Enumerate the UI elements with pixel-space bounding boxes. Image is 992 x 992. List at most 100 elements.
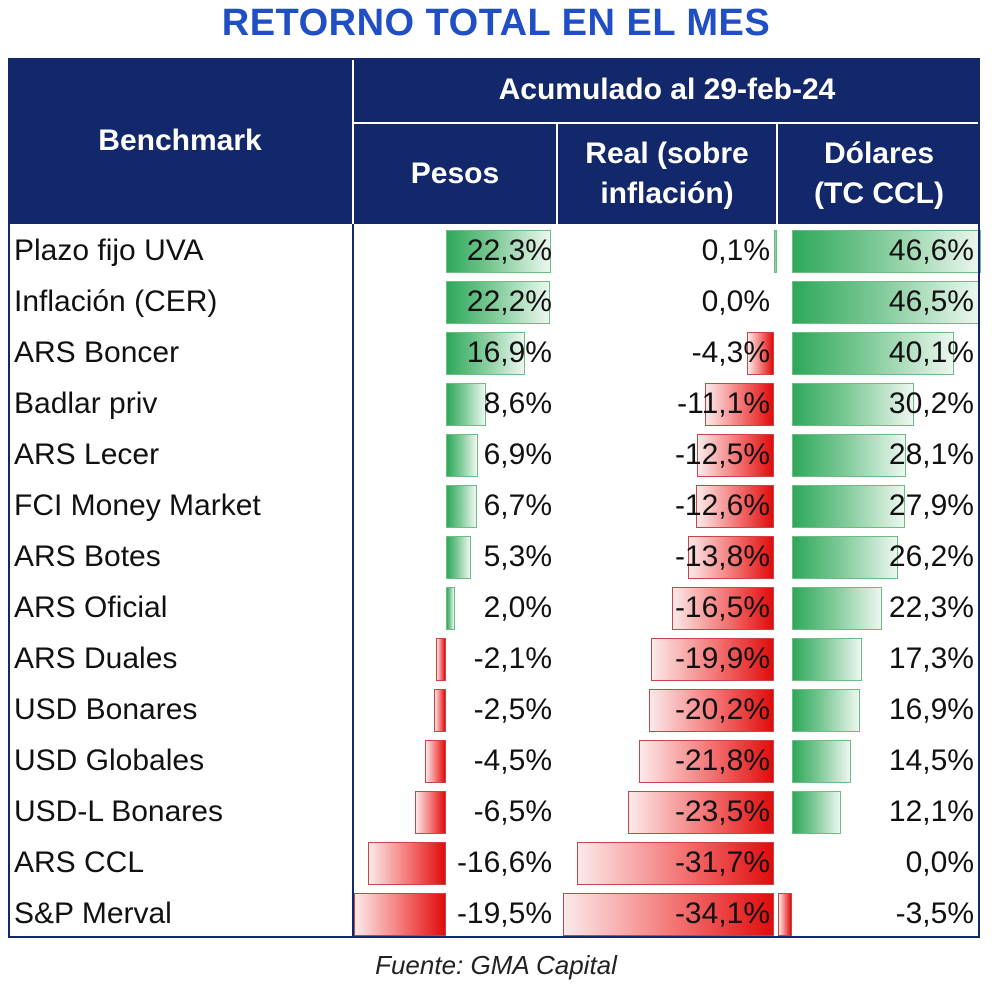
pesos-value: 6,7%	[483, 489, 552, 522]
pesos-bar	[415, 791, 446, 834]
dolares-bar	[792, 587, 883, 630]
header-dolares-label: Dólares (TC CCL)	[814, 137, 944, 210]
dolares-bar	[792, 281, 981, 324]
pesos-value: -19,5%	[456, 897, 552, 930]
dolares-bar	[792, 485, 905, 528]
dolares-bar	[792, 689, 861, 732]
real-bar	[577, 842, 774, 885]
pesos-value: -2,1%	[473, 642, 552, 675]
real-bar	[638, 740, 774, 783]
dolares-bar	[792, 791, 841, 834]
dolares-value: 22,3%	[888, 591, 974, 624]
real-bar	[671, 587, 774, 630]
row-label: ARS Oficial	[14, 591, 168, 624]
real-bar	[696, 434, 774, 477]
real-value: -11,1%	[677, 387, 770, 420]
real-value: -23,5%	[674, 795, 770, 828]
header-divider	[354, 122, 980, 124]
pesos-bar	[436, 638, 446, 681]
real-bar	[774, 230, 777, 273]
row-label: Plazo fijo UVA	[14, 234, 204, 267]
pesos-value: 6,9%	[483, 438, 552, 471]
dolares-value: 46,6%	[888, 234, 974, 267]
pesos-bar	[446, 587, 456, 630]
real-value: -12,5%	[674, 438, 770, 471]
pesos-bar	[446, 434, 479, 477]
pesos-bar	[434, 689, 446, 732]
header-divider	[776, 124, 778, 224]
pesos-bar	[446, 230, 551, 273]
real-bar	[562, 893, 774, 936]
header-pesos-label: Pesos	[410, 157, 500, 190]
pesos-bar	[354, 893, 446, 936]
row-label: ARS CCL	[14, 846, 145, 879]
real-bar	[648, 689, 774, 732]
header-real: Real (sobre inflación)	[558, 124, 776, 224]
real-value: -16,5%	[674, 591, 770, 624]
real-value: -34,1%	[674, 897, 770, 930]
row-label: USD Globales	[14, 744, 205, 777]
dolares-value: 46,5%	[888, 285, 974, 318]
pesos-value: 16,9%	[466, 336, 552, 369]
pesos-bar	[367, 842, 446, 885]
row-label: ARS Lecer	[14, 438, 160, 471]
dolares-value: 17,3%	[888, 642, 974, 675]
column-divider	[352, 224, 354, 938]
dolares-bar	[792, 332, 955, 375]
real-bar	[628, 791, 774, 834]
header-real-label: Real (sobre inflación)	[585, 137, 749, 210]
real-value: -4,3%	[691, 336, 770, 369]
dolares-bar	[777, 893, 792, 936]
header-group-label: Acumulado al 29-feb-24	[498, 73, 836, 106]
dolares-value: -3,5%	[895, 897, 974, 930]
dolares-value: 27,9%	[888, 489, 974, 522]
dolares-value: 28,1%	[888, 438, 974, 471]
pesos-value: -2,5%	[473, 693, 552, 726]
pesos-bar	[446, 383, 487, 426]
dolares-value: 0,0%	[905, 846, 974, 879]
real-bar	[688, 536, 774, 579]
pesos-value: 8,6%	[483, 387, 552, 420]
returns-table: Benchmark Acumulado al 29-feb-24 Pesos R…	[8, 58, 981, 938]
header-divider	[352, 58, 354, 224]
pesos-bar	[446, 536, 471, 579]
real-bar	[747, 332, 774, 375]
dolares-value: 14,5%	[888, 744, 974, 777]
real-bar	[650, 638, 774, 681]
real-value: 0,0%	[701, 285, 770, 318]
pesos-bar	[446, 485, 478, 528]
pesos-value: -16,6%	[456, 846, 552, 879]
row-label: FCI Money Market	[14, 489, 261, 522]
pesos-bar	[446, 332, 526, 375]
pesos-value: 22,3%	[466, 234, 552, 267]
header-benchmark-label: Benchmark	[98, 124, 262, 157]
dolares-value: 40,1%	[888, 336, 974, 369]
row-label: S&P Merval	[14, 897, 172, 930]
header-group: Acumulado al 29-feb-24	[354, 58, 980, 122]
dolares-bar	[792, 230, 981, 273]
dolares-bar	[792, 434, 906, 477]
dolares-value: 26,2%	[888, 540, 974, 573]
source-note: Fuente: GMA Capital	[375, 950, 617, 980]
header-pesos: Pesos	[354, 124, 556, 224]
pesos-value: -4,5%	[473, 744, 552, 777]
real-value: -19,9%	[674, 642, 770, 675]
header-divider	[556, 124, 558, 224]
real-bar	[695, 485, 774, 528]
real-bar	[705, 383, 774, 426]
row-label: Badlar priv	[14, 387, 158, 420]
row-label: Inflación (CER)	[14, 285, 218, 318]
real-value: -12,6%	[674, 489, 770, 522]
dolares-bar	[792, 740, 851, 783]
pesos-value: 5,3%	[483, 540, 552, 573]
pesos-value: 22,2%	[466, 285, 552, 318]
pesos-value: 2,0%	[483, 591, 552, 624]
real-value: -20,2%	[674, 693, 770, 726]
dolares-value: 16,9%	[888, 693, 974, 726]
row-label: ARS Botes	[14, 540, 161, 573]
dolares-bar	[792, 638, 863, 681]
row-label: ARS Duales	[14, 642, 178, 675]
chart-title: RETORNO TOTAL EN EL MES	[221, 2, 771, 44]
pesos-value: -6,5%	[473, 795, 552, 828]
row-label: USD Bonares	[14, 693, 198, 726]
